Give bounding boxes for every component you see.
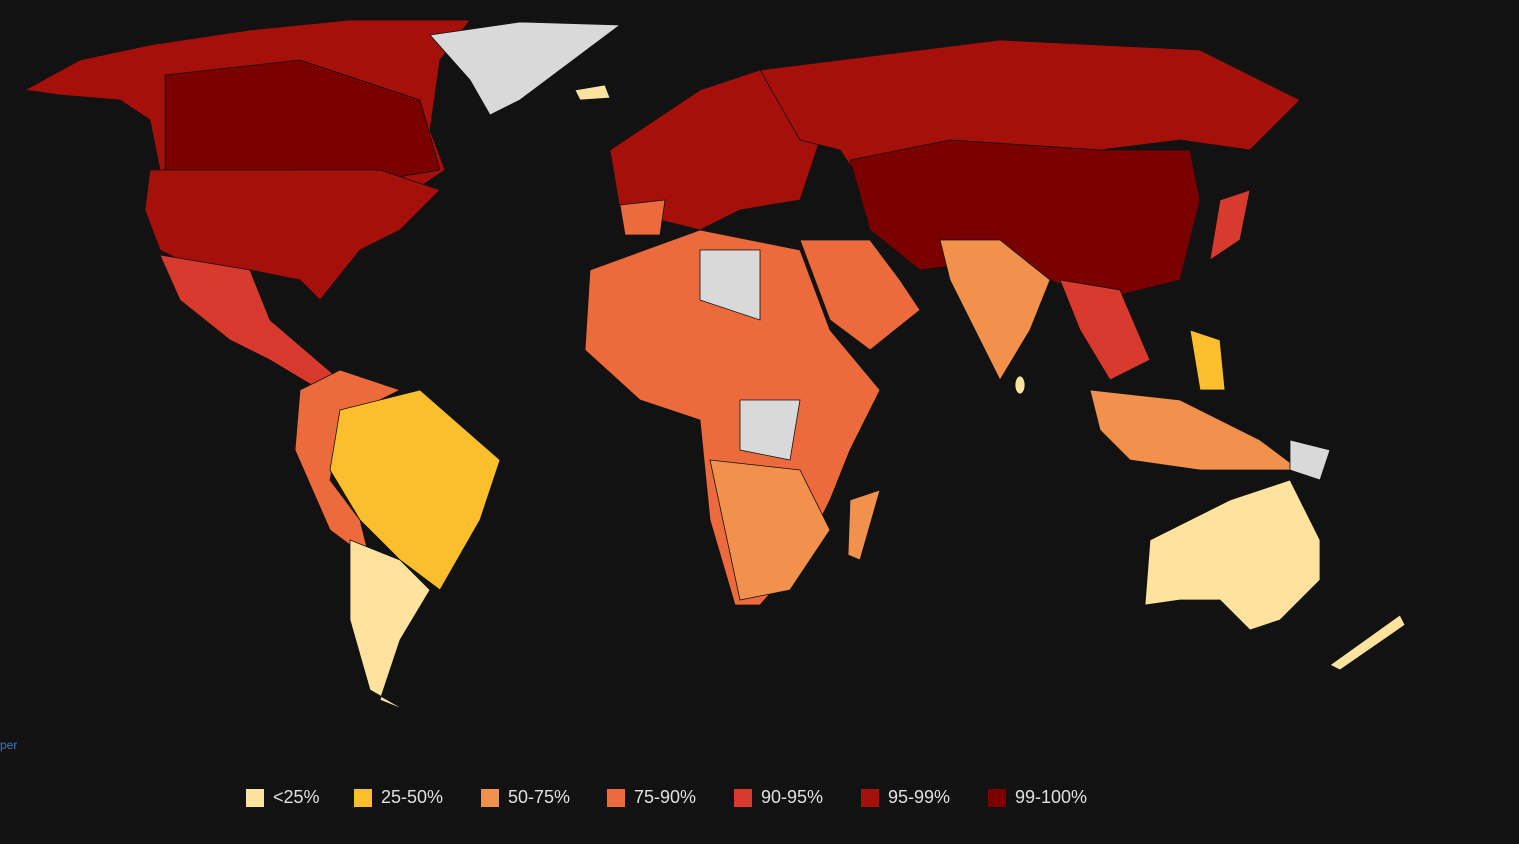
- legend-swatch: [861, 789, 879, 807]
- attribution: per: [0, 738, 17, 752]
- central-africa: [739, 399, 801, 461]
- australia: [1144, 479, 1321, 631]
- madagascar: [847, 489, 881, 561]
- legend-swatch: [481, 789, 499, 807]
- china-central-asia: [849, 139, 1201, 301]
- legend-swatch: [734, 789, 752, 807]
- russia: [759, 39, 1301, 181]
- iberia: [619, 199, 666, 236]
- southeast-asia: [1059, 279, 1151, 381]
- middle-east: [799, 239, 921, 351]
- indonesia: [1089, 389, 1302, 471]
- andean-region: [294, 369, 402, 561]
- japan: [1209, 189, 1251, 261]
- southern-africa: [709, 459, 831, 601]
- legend-label: <25%: [273, 787, 320, 807]
- greenland: [429, 21, 622, 116]
- legend-label: 95-99%: [888, 787, 950, 807]
- legend-swatch: [607, 789, 625, 807]
- legend-swatch: [246, 789, 264, 807]
- papua: [1289, 439, 1331, 481]
- sahara: [699, 249, 761, 321]
- india: [939, 239, 1051, 381]
- brazil: [329, 389, 501, 591]
- new-zealand: [1329, 614, 1406, 671]
- legend-label: 25-50%: [381, 787, 443, 807]
- sri-lanka: [1014, 375, 1026, 395]
- legend-label: 90-95%: [761, 787, 823, 807]
- legend-label: 75-90%: [634, 787, 696, 807]
- iceland: [574, 84, 611, 101]
- argentina-chile: [349, 539, 431, 711]
- legend-swatch: [354, 789, 372, 807]
- legend-swatch: [988, 789, 1006, 807]
- legend-label: 99-100%: [1015, 787, 1087, 807]
- legend-label: 50-75%: [508, 787, 570, 807]
- philippines: [1189, 329, 1226, 391]
